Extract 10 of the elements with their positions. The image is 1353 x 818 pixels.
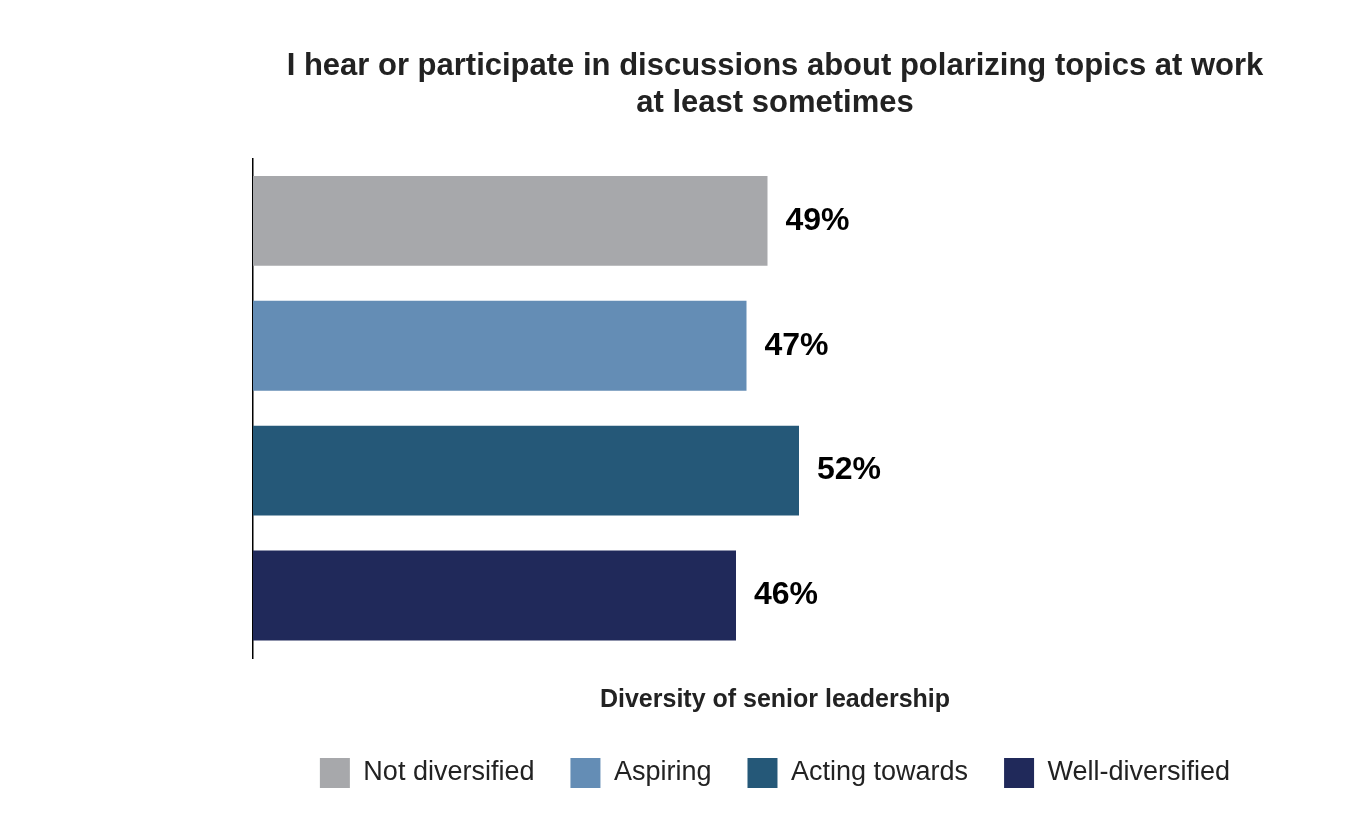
legend-title: Diversity of senior leadership [599,684,951,713]
legend-label: Acting towards [790,756,969,787]
legend-label: Not diversified [363,756,535,787]
data-label: 52% [817,450,882,487]
legend-label: Well-diversified [1047,756,1231,787]
legend-label: Aspiring [613,756,712,787]
data-label: 47% [764,325,829,362]
data-label: 46% [754,575,819,612]
chart-title: I hear or participate in discussions about polarizing topics at work at least sometimes [286,47,1265,120]
data-label: 49% [785,200,850,237]
